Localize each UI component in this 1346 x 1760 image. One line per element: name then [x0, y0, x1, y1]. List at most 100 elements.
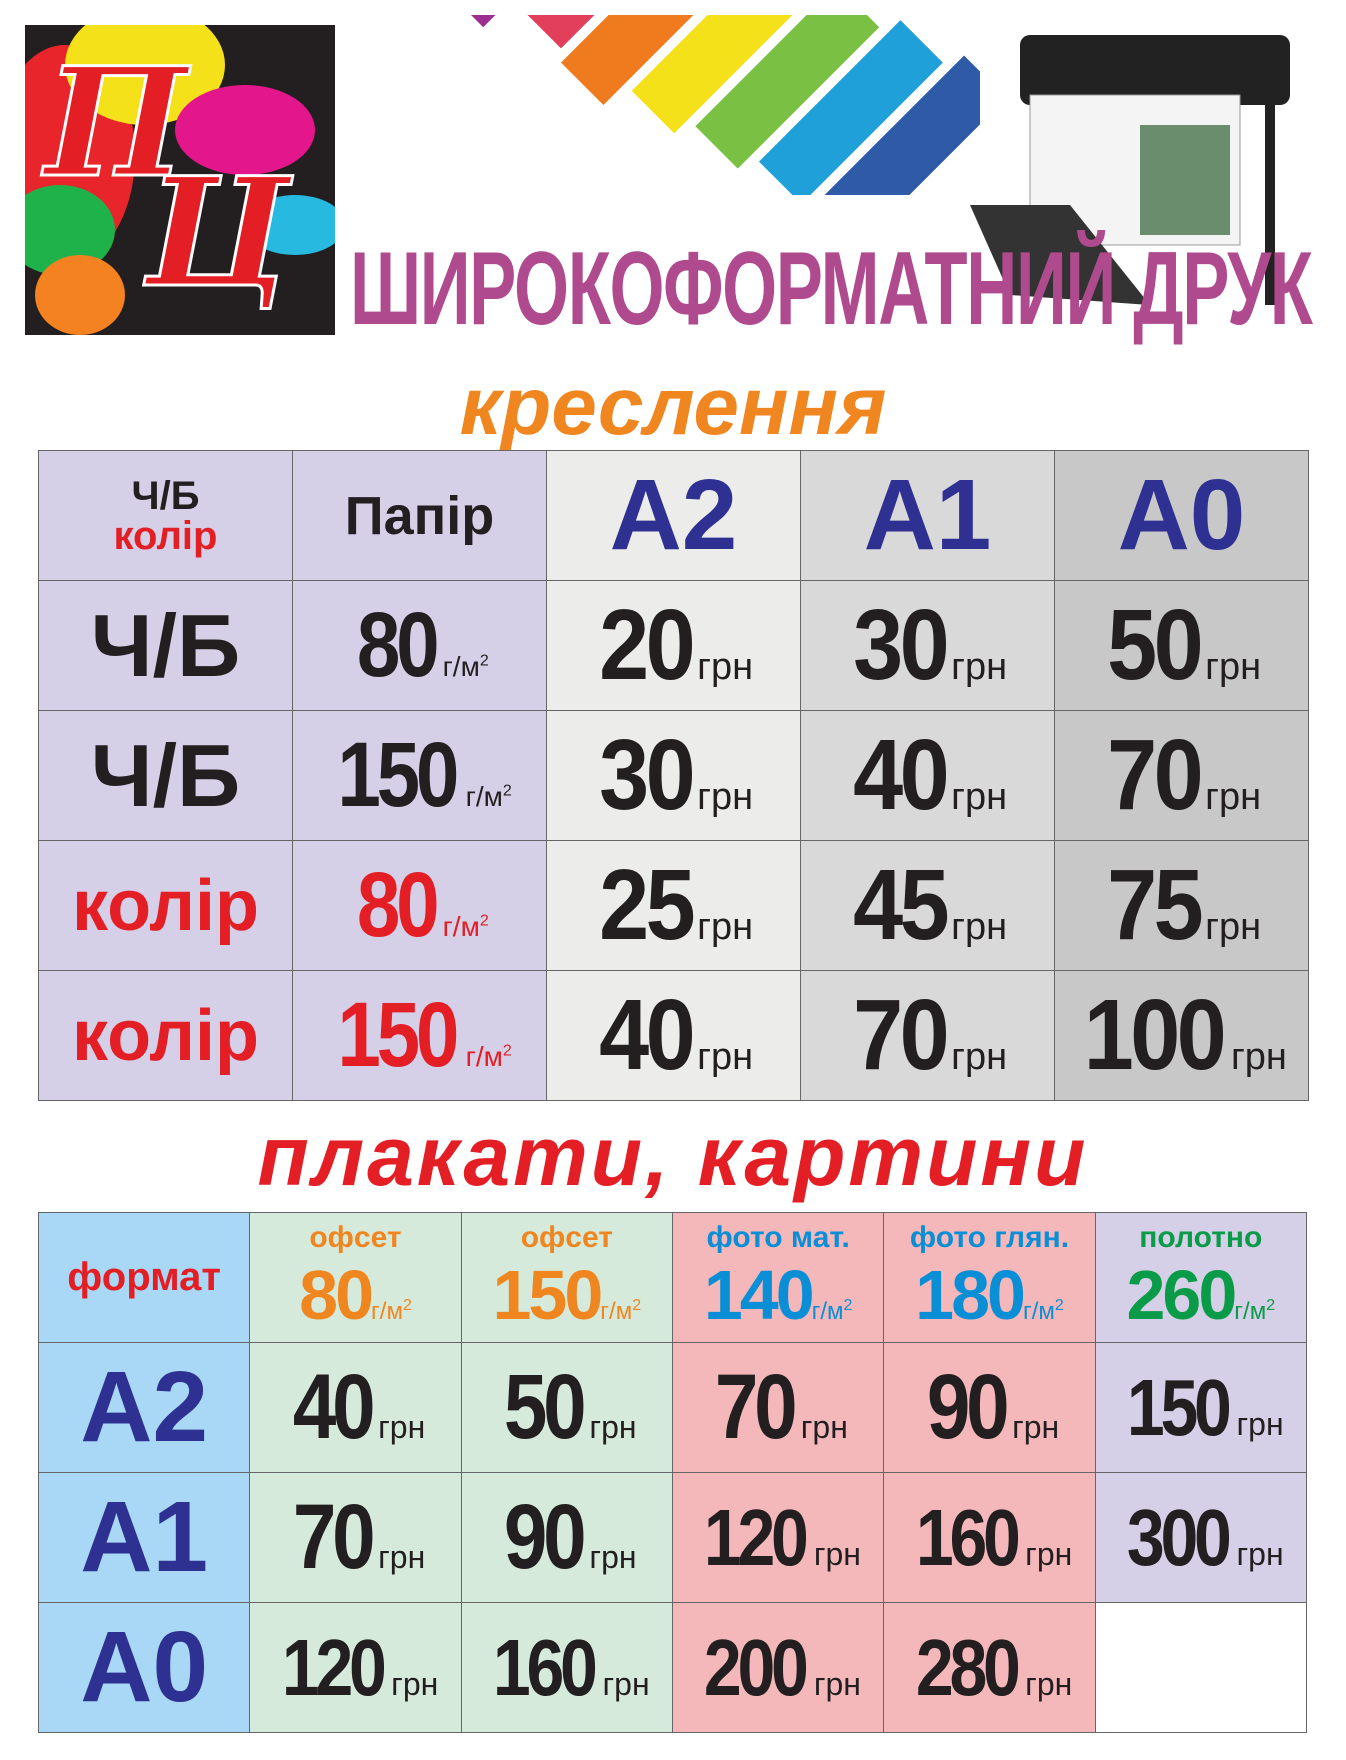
plotter-image — [970, 35, 1290, 305]
paper-cell: 80 г/м2 — [292, 840, 547, 971]
material-name: офсет — [309, 1220, 402, 1254]
price-cell: 200 грн — [671, 1602, 885, 1733]
gsm-unit: г/м2 — [443, 651, 489, 682]
gsm-unit-text: г/м — [811, 1297, 844, 1325]
price-unit: грн — [1012, 1409, 1060, 1445]
table-header-row: формат офсет 80г/м2 офсет 150г/м2 фото мат. 1… — [37, 1212, 1308, 1343]
sup: 2 — [479, 912, 489, 930]
price-value: 45 — [853, 849, 950, 961]
material-header: полотно 260г/м2 — [1094, 1212, 1308, 1343]
material-gsm: 140г/м2 — [673, 1255, 882, 1335]
price-value: 40 — [853, 719, 950, 831]
material-name: полотно — [1139, 1220, 1263, 1254]
price-unit: грн — [602, 1665, 650, 1702]
price-unit: грн — [697, 1036, 754, 1078]
price-cell: 40 грн — [546, 970, 801, 1101]
price-value: 150 — [1126, 1362, 1232, 1452]
material-name: фото глян. — [909, 1220, 1070, 1254]
price-cell: 40 грн — [800, 710, 1055, 841]
price-unit: грн — [1236, 1535, 1284, 1572]
price-value: 40 — [599, 979, 696, 1091]
price-value: 70 — [853, 979, 950, 1091]
price-cell: 280 грн — [883, 1602, 1096, 1733]
table-row: A2 40 грн 50 грн 70 грн 90 грн 150 грн — [37, 1342, 1308, 1473]
format-label: формат — [37, 1212, 251, 1343]
price-value: 75 — [1107, 849, 1204, 961]
sup: 2 — [402, 1296, 412, 1314]
price-value: 160 — [492, 1622, 598, 1712]
price-cell: 120 грн — [249, 1602, 462, 1733]
sup: 2 — [479, 652, 489, 670]
price-value: 70 — [715, 1356, 798, 1458]
table-row: A1 70 грн 90 грн 120 грн 160 грн 300 грн — [37, 1472, 1308, 1603]
table-row: A0 120 грн 160 грн 200 грн 280 грн — [37, 1602, 1308, 1733]
format-cell: A0 — [37, 1602, 251, 1733]
paper-cell: 150 г/м2 — [292, 970, 547, 1101]
price-cell: 70 грн — [249, 1472, 462, 1603]
price-unit: грн — [1230, 1036, 1287, 1078]
table-row: колір 150 г/м2 40 грн 70 грн 100 грн — [38, 970, 1309, 1101]
mode-header: Ч/Б колір — [38, 450, 293, 581]
format-cell: A2 — [37, 1342, 251, 1473]
price-unit: грн — [1205, 776, 1262, 818]
gsm-value: 260 — [1126, 1255, 1238, 1334]
price-value: 120 — [281, 1622, 387, 1712]
price-value: 200 — [704, 1622, 809, 1712]
price-unit: грн — [813, 1665, 861, 1702]
price-cell: 50 грн — [460, 1342, 673, 1473]
gsm-unit-text: г/м — [465, 1041, 503, 1072]
price-value: 160 — [915, 1492, 1021, 1582]
paper-cell: 150 г/м2 — [292, 710, 547, 841]
gsm-unit-text: г/м — [465, 781, 503, 812]
gsm-unit-text: г/м — [371, 1297, 403, 1325]
price-value: 100 — [1083, 979, 1227, 1091]
gsm-unit-text: г/м — [600, 1297, 633, 1325]
logo: П Ц — [25, 25, 335, 335]
material-name: офсет — [520, 1220, 613, 1254]
format-header: A0 — [1054, 450, 1309, 581]
material-gsm: 260г/м2 — [1096, 1255, 1305, 1335]
paper-gsm: 80 — [357, 854, 440, 956]
price-unit: грн — [951, 1036, 1008, 1078]
mode-cell: Ч/Б — [38, 710, 293, 841]
price-unit: грн — [391, 1665, 439, 1702]
price-cell: 30 грн — [546, 710, 801, 841]
price-value: 30 — [599, 719, 696, 831]
gsm-unit: г/м2 — [1234, 1296, 1276, 1325]
price-cell: 50 грн — [1054, 580, 1309, 711]
price-cell: 150 грн — [1094, 1342, 1308, 1473]
price-cell: 40 грн — [249, 1342, 462, 1473]
price-cell: 30 грн — [800, 580, 1055, 711]
price-cell: 75 грн — [1054, 840, 1309, 971]
price-value: 50 — [1107, 589, 1204, 701]
price-value: 300 — [1126, 1492, 1232, 1582]
price-cell: 20 грн — [546, 580, 801, 711]
price-cell: 70 грн — [1054, 710, 1309, 841]
mode-cell: колір — [38, 970, 293, 1101]
sup: 2 — [632, 1296, 642, 1314]
mode-cell: колір — [38, 840, 293, 971]
sup: 2 — [502, 1042, 512, 1060]
logo-monogram: П — [44, 34, 189, 213]
posters-section-title: плакати, картини — [257, 1109, 1089, 1203]
paper-header: Папір — [292, 450, 547, 581]
sup: 2 — [1266, 1296, 1276, 1314]
price-unit: грн — [589, 1409, 637, 1445]
drawings-price-table: Ч/Б колір Папір A2 A1 A0 Ч/Б 80 г/м2 20 грн 3… — [38, 450, 1309, 1101]
price-cell: 45 грн — [800, 840, 1055, 971]
price-value: 120 — [704, 1492, 809, 1582]
price-value: 25 — [599, 849, 696, 961]
price-cell: 70 грн — [671, 1342, 885, 1473]
price-cell: 160 грн — [460, 1602, 673, 1733]
gsm-unit: г/м2 — [466, 1041, 512, 1072]
format-cell: A1 — [37, 1472, 251, 1603]
price-unit: грн — [951, 646, 1008, 688]
material-header: фото мат. 140г/м2 — [671, 1212, 885, 1343]
drawings-section-title: креслення — [459, 361, 887, 452]
price-unit: грн — [800, 1409, 848, 1445]
gsm-value: 150 — [492, 1255, 604, 1334]
format-header: A2 — [546, 450, 801, 581]
price-value: 70 — [1107, 719, 1204, 831]
sup: 2 — [843, 1296, 853, 1314]
gsm-value: 180 — [915, 1255, 1026, 1334]
